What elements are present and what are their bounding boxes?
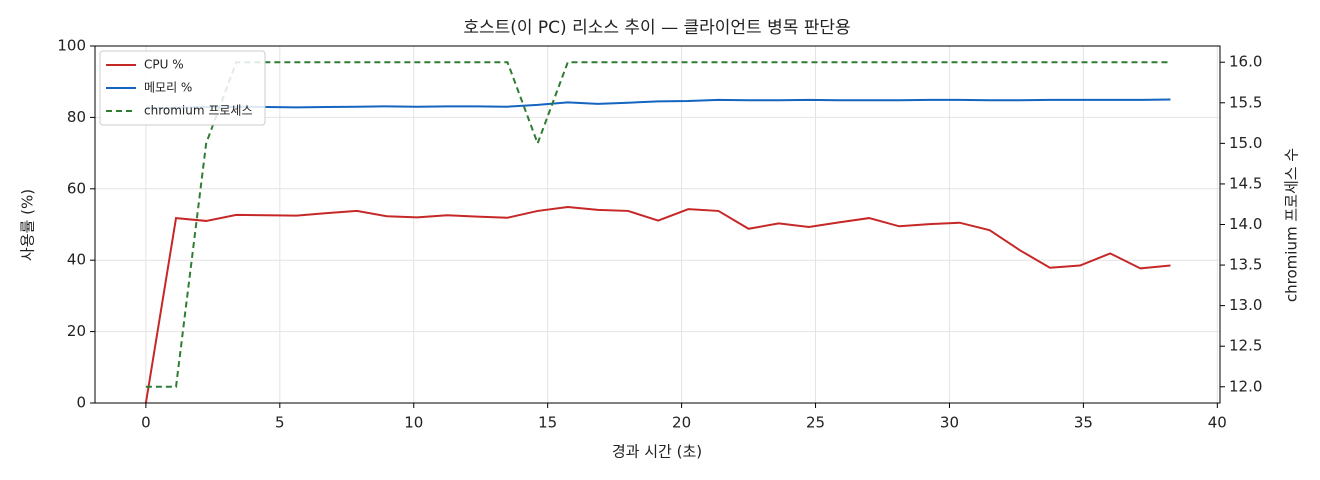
series-line [145, 98, 1171, 110]
legend-label: 메모리 % [144, 81, 192, 95]
x-tick-label: 30 [940, 414, 959, 432]
series-line [145, 61, 1171, 388]
legend-label: chromium 프로세스 [144, 104, 253, 118]
x-tick-label: 0 [141, 414, 151, 432]
y-tick-label: 20 [67, 322, 86, 340]
plot-frame [94, 45, 1221, 404]
x-tick-label: 20 [672, 414, 691, 432]
y-tick-label: 0 [76, 394, 86, 412]
y-tick-label: 40 [67, 251, 86, 269]
y2-tick-label: 12.0 [1229, 377, 1262, 395]
y-tick-label: 80 [67, 108, 86, 126]
y2-tick-label: 12.5 [1229, 337, 1262, 355]
x-tick-label: 40 [1208, 414, 1227, 432]
x-tick-label: 5 [275, 414, 285, 432]
x-tick-label: 10 [404, 414, 423, 432]
chart-title: 호스트(이 PC) 리소스 추이 — 클라이언트 병목 판단용 [463, 18, 850, 38]
legend: CPU % 메모리 % chromium 프로세스 [99, 50, 266, 126]
y2-tick-label: 15.5 [1229, 93, 1262, 111]
y-axis-label: 사용률 (%) [19, 189, 37, 261]
y2-axis-label: chromium 프로세스 수 [1283, 148, 1301, 302]
y2-tick-label: 15.0 [1229, 134, 1262, 152]
legend-label: CPU % [144, 58, 184, 72]
y-tick-label: 100 [57, 37, 86, 55]
y2-tick-label: 16.0 [1229, 53, 1262, 71]
x-tick-label: 35 [1074, 414, 1093, 432]
x-axis-label: 경과 시간 (초) [612, 443, 702, 461]
y2-tick-label: 14.0 [1229, 215, 1262, 233]
legend-box [99, 50, 266, 126]
y2-tick-label: 14.5 [1229, 174, 1262, 192]
x-tick-label: 15 [538, 414, 557, 432]
x-tick-label: 25 [806, 414, 825, 432]
series-line [144, 206, 1171, 404]
y2-tick-label: 13.5 [1229, 256, 1262, 274]
y2-tick-label: 13.0 [1229, 296, 1262, 314]
y-tick-label: 60 [67, 179, 86, 197]
